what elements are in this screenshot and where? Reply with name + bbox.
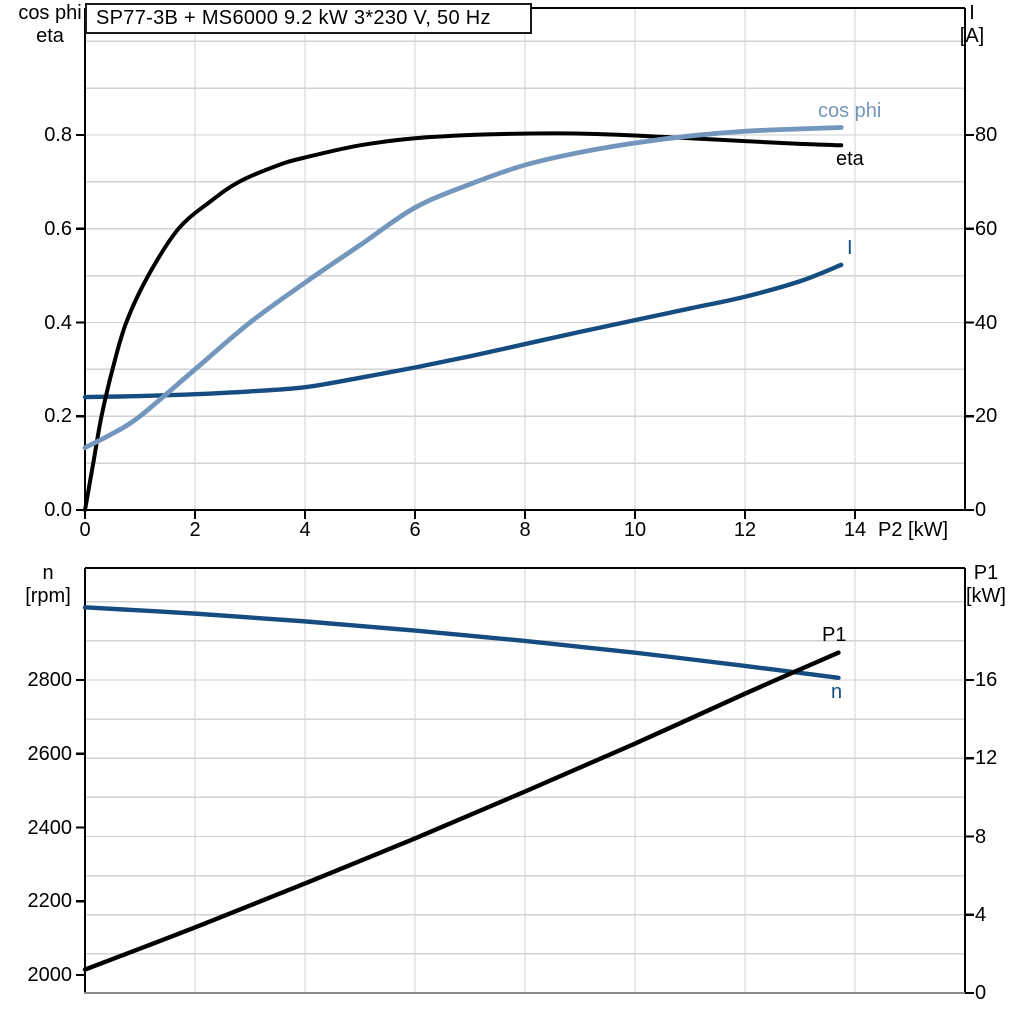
axis-title-cosphi-eta: cos phi eta [4,2,96,48]
top-yleft-tick-label: 0.6 [44,217,72,240]
curve-P1 [82,650,841,972]
top-gridlines [85,8,965,510]
top-curves [82,125,844,512]
x-axis-title: P2 [kW] [878,519,949,541]
axis-title-line: n [42,562,54,584]
bottom-yright-tick-label: 16 [975,669,998,691]
curve-label-current: I [847,237,853,259]
top-yright-tick-label: 20 [975,405,998,428]
curve-cos-phi [82,125,844,451]
curve-label-p1: P1 [822,624,847,646]
axis-title-current: I [A] [940,2,1004,48]
bottom-yright-tick-label: 0 [975,982,987,1004]
bottom-yleft-tick-label: 2600 [27,742,73,765]
curve-label-n: n [831,681,843,703]
axis-title-speed: n [rpm] [2,562,94,608]
top-yleft-tick-label: 0.8 [44,124,72,146]
bottom-yleft-tick-label: 2400 [27,816,73,839]
top-x-tick-label: 2 [189,519,201,541]
top-yleft-tick-label: 0.4 [44,311,72,334]
curve-eta [83,131,844,512]
bottom-gridlines [85,568,965,993]
top-x-tick-label: 6 [409,519,421,541]
bottom-yleft-tick-label: 2800 [27,669,73,691]
axis-title-line: [kW] [966,585,1006,607]
top-x-tick-label: 0 [79,519,91,541]
top-yright-tick-label: 0 [975,499,987,521]
chart-title: SP77-3B + MS6000 9.2 kW 3*230 V, 50 Hz [96,7,491,29]
curve-label-eta: eta [836,148,864,170]
bottom-yright-tick-label: 12 [975,747,998,770]
axis-title-input-power: P1 [kW] [953,562,1019,608]
axis-title-line: eta [36,25,64,47]
axis-title-line: I [969,2,975,24]
top-yleft-tick-label: 0.0 [44,499,72,521]
axis-title-line: [rpm] [25,585,71,607]
top-yright-tick-label: 80 [975,124,998,146]
top-x-tick-label: 14 [843,519,867,541]
axis-title-line: [A] [959,25,985,47]
top-yleft-tick-label: 0.2 [44,405,72,428]
curve-label-cos-phi: cos phi [818,100,882,122]
bottom-ticks [76,678,974,995]
bottom-yright-tick-label: 8 [975,825,987,848]
top-yright-tick-label: 60 [975,217,998,240]
top-x-tick-label: 12 [733,519,757,541]
curve-I [82,262,844,400]
axis-title-line: cos phi [18,2,82,24]
curve-n [82,605,841,680]
axis-title-line: P1 [973,562,999,584]
top-x-tick-label: 4 [299,519,311,541]
bottom-yleft-tick-label: 2000 [27,964,73,986]
top-x-tick-label: 8 [519,519,531,541]
top-x-tick-label: 10 [623,519,647,541]
bottom-yright-tick-label: 4 [975,903,987,926]
top-yright-tick-label: 40 [975,311,998,334]
bottom-curves [82,605,841,972]
bottom-frame [83,567,967,995]
bottom-yleft-tick-label: 2200 [27,890,73,913]
chart-title-box: SP77-3B + MS6000 9.2 kW 3*230 V, 50 Hz [85,3,532,34]
